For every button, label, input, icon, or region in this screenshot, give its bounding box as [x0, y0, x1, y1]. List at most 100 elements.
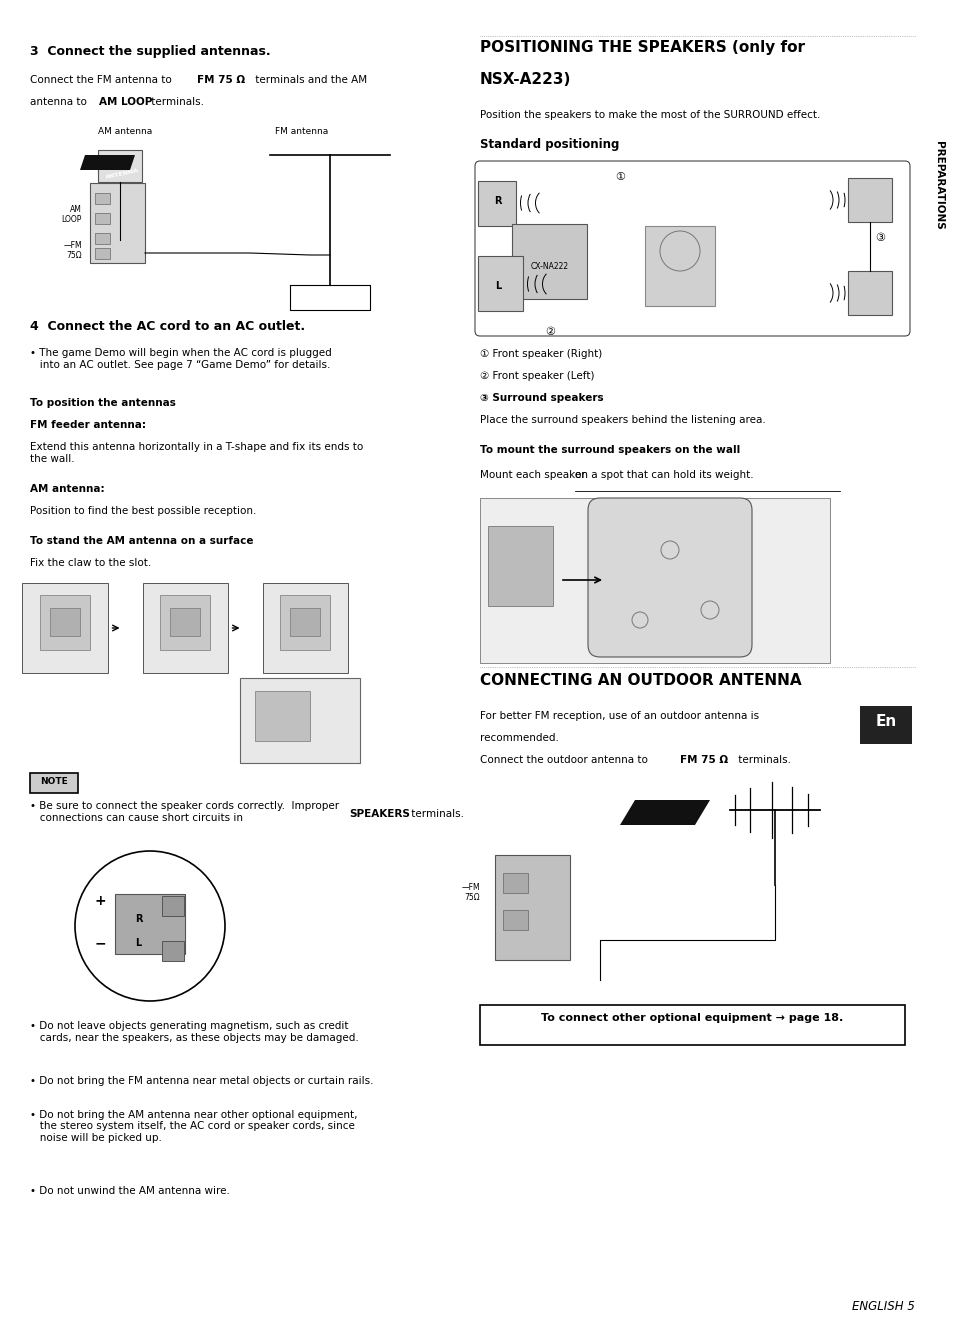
Text: 3  Connect the supplied antennas.: 3 Connect the supplied antennas.: [30, 45, 271, 58]
FancyBboxPatch shape: [587, 498, 751, 657]
Text: terminals.: terminals.: [148, 97, 204, 107]
Bar: [280, 595, 330, 651]
Text: R: R: [135, 914, 142, 924]
Bar: [142, 583, 227, 673]
Bar: [488, 526, 553, 606]
Bar: [23, 583, 108, 673]
Text: CX-NA222: CX-NA222: [531, 262, 569, 272]
Bar: [170, 608, 200, 636]
Bar: [290, 608, 319, 636]
Text: terminals.: terminals.: [408, 810, 463, 819]
Text: • Do not leave objects generating magnetism, such as credit
   cards, near the s: • Do not leave objects generating magnet…: [30, 1022, 358, 1043]
Bar: [847, 178, 891, 223]
Text: To stand the AM antenna on a surface: To stand the AM antenna on a surface: [30, 537, 253, 546]
Bar: [95, 213, 110, 224]
Text: To mount the surround speakers on the wall: To mount the surround speakers on the wa…: [479, 445, 740, 454]
Text: —FM
75Ω: —FM 75Ω: [461, 882, 479, 902]
Text: +: +: [95, 894, 107, 908]
Text: • Do not unwind the AM antenna wire.: • Do not unwind the AM antenna wire.: [30, 1186, 230, 1196]
Text: PREPARATIONS: PREPARATIONS: [933, 140, 943, 229]
FancyBboxPatch shape: [914, 40, 953, 330]
Text: ①: ①: [615, 172, 624, 182]
Text: terminals.: terminals.: [734, 755, 790, 765]
Bar: [95, 248, 110, 258]
Text: −: −: [95, 935, 107, 950]
Bar: [502, 873, 527, 893]
Bar: [95, 193, 110, 204]
Bar: [477, 256, 522, 311]
Text: ②: ②: [544, 327, 555, 337]
Text: Position to find the best possible reception.: Position to find the best possible recep…: [30, 506, 256, 515]
Text: • Do not bring the FM antenna near metal objects or curtain rails.: • Do not bring the FM antenna near metal…: [30, 1076, 374, 1086]
Text: ② Front speaker (Left): ② Front speaker (Left): [479, 371, 594, 382]
Bar: [30, 772, 78, 792]
Text: terminals and the AM: terminals and the AM: [252, 76, 367, 85]
Bar: [495, 855, 569, 961]
Text: FM antenna: FM antenna: [274, 127, 328, 136]
Bar: [240, 678, 359, 763]
Bar: [40, 595, 90, 651]
Polygon shape: [619, 800, 709, 825]
Text: ANTENNA: ANTENNA: [664, 804, 702, 822]
Text: To position the antennas: To position the antennas: [30, 398, 175, 408]
Text: 4  Connect the AC cord to an AC outlet.: 4 Connect the AC cord to an AC outlet.: [30, 321, 305, 333]
Text: ③ Surround speakers: ③ Surround speakers: [479, 394, 603, 403]
Text: Connect the outdoor antenna to: Connect the outdoor antenna to: [479, 755, 651, 765]
Text: Position the speakers to make the most of the SURROUND effect.: Position the speakers to make the most o…: [479, 110, 820, 121]
Text: En: En: [875, 714, 896, 729]
Bar: [502, 910, 527, 930]
Text: For better FM reception, use of an outdoor antenna is: For better FM reception, use of an outdo…: [479, 712, 759, 721]
Text: ENGLISH 5: ENGLISH 5: [851, 1300, 914, 1313]
Bar: [644, 227, 714, 306]
Text: ① Front speaker (Right): ① Front speaker (Right): [479, 348, 601, 359]
Text: recommended.: recommended.: [479, 733, 558, 743]
Text: AM LOOP: AM LOOP: [99, 97, 152, 107]
Bar: [115, 894, 185, 954]
Text: R: R: [494, 196, 501, 205]
Bar: [479, 1004, 904, 1045]
Text: ③: ③: [874, 233, 884, 242]
Bar: [254, 692, 310, 741]
Text: Connect the FM antenna to: Connect the FM antenna to: [30, 76, 174, 85]
Bar: [162, 941, 184, 961]
Text: CONNECTING AN OUTDOOR ANTENNA: CONNECTING AN OUTDOOR ANTENNA: [479, 673, 801, 688]
Text: AM antenna:: AM antenna:: [30, 484, 105, 494]
Bar: [162, 896, 184, 916]
Bar: [479, 498, 829, 662]
Text: Extend this antenna horizontally in a T-shape and fix its ends to
the wall.: Extend this antenna horizontally in a T-…: [30, 443, 363, 464]
Text: • Be sure to connect the speaker cords correctly.  Improper
   connections can c: • Be sure to connect the speaker cords c…: [30, 802, 338, 823]
Text: NSX-A223): NSX-A223): [479, 72, 571, 87]
Text: Place the surround speakers behind the listening area.: Place the surround speakers behind the l…: [479, 415, 765, 425]
Text: antenna to: antenna to: [30, 97, 90, 107]
Text: FM 75 Ω: FM 75 Ω: [679, 755, 727, 765]
Circle shape: [659, 231, 700, 272]
Bar: [95, 233, 110, 244]
Text: L: L: [135, 938, 141, 947]
Text: L: L: [495, 281, 500, 292]
Text: SPEAKERS: SPEAKERS: [349, 810, 410, 819]
Text: Mount each speaker: Mount each speaker: [479, 470, 588, 480]
Text: NOTE: NOTE: [40, 776, 68, 786]
Bar: [512, 224, 586, 299]
FancyBboxPatch shape: [475, 162, 909, 337]
Text: To connect other optional equipment → page 18.: To connect other optional equipment → pa…: [540, 1014, 842, 1023]
Text: FM feeder antenna:: FM feeder antenna:: [30, 420, 146, 431]
Bar: [262, 583, 347, 673]
Text: on a spot that can hold its weight.: on a spot that can hold its weight.: [575, 470, 753, 480]
Text: • Do not bring the AM antenna near other optional equipment,
   the stereo syste: • Do not bring the AM antenna near other…: [30, 1109, 357, 1142]
Polygon shape: [80, 155, 135, 170]
Bar: [847, 272, 891, 315]
Text: POSITIONING THE SPEAKERS (only for: POSITIONING THE SPEAKERS (only for: [479, 40, 804, 56]
Text: Fix the claw to the slot.: Fix the claw to the slot.: [30, 558, 152, 568]
Text: ANTENNA: ANTENNA: [105, 167, 139, 179]
Bar: [50, 608, 80, 636]
Text: AM
LOOP: AM LOOP: [62, 205, 82, 224]
Bar: [477, 182, 516, 227]
Text: • The game Demo will begin when the AC cord is plugged
   into an AC outlet. See: • The game Demo will begin when the AC c…: [30, 348, 332, 370]
Bar: [859, 706, 911, 745]
Bar: [98, 150, 142, 182]
Text: Standard positioning: Standard positioning: [479, 138, 618, 151]
Bar: [90, 183, 145, 262]
Bar: [160, 595, 210, 651]
Text: —FM
75Ω: —FM 75Ω: [63, 241, 82, 261]
